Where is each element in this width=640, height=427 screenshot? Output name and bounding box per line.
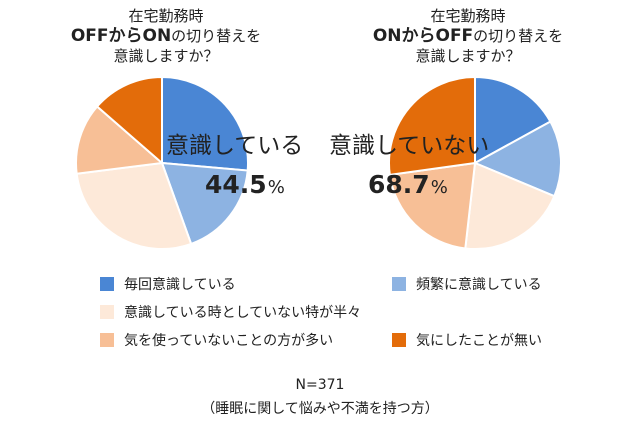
legend-item-half: 意識している時としていない特が半々: [100, 302, 361, 322]
left-highlight-unit: %: [267, 177, 285, 198]
legend-swatch: [100, 305, 114, 319]
legend-swatch: [100, 333, 114, 347]
right-title-line3: 意識しますか？: [415, 47, 521, 65]
right-highlight-number: 68.7: [368, 170, 430, 199]
left-title-line2: OFFからONの切り替えを: [36, 26, 296, 46]
left-pie-slice-mostly-not: [75, 105, 165, 175]
sample-note: （睡眠に関して悩みや不満を持つ方）: [201, 401, 439, 417]
legend-label: 気にしたことが無い: [416, 333, 542, 349]
right-pie-slice-frequently: [472, 120, 562, 198]
right-pie: [388, 75, 562, 250]
legend-label: 頻繁に意識している: [416, 277, 542, 293]
right-title-line2: ONからOFFの切り替えを: [338, 26, 598, 46]
legend-item-every-time: 毎回意識している: [100, 274, 236, 294]
legend-label: 毎回意識している: [124, 277, 236, 293]
left-pie-slice-never: [95, 75, 163, 166]
right-pie-slice-every-time: [474, 75, 552, 165]
right-title-bold: ONからOFF: [372, 26, 474, 46]
sample-size: N=371: [295, 377, 345, 393]
right-pie-slice-never: [388, 75, 476, 176]
legend-swatch: [100, 277, 114, 291]
right-highlight-label: 意識していない: [329, 133, 490, 159]
legend-swatch: [392, 333, 406, 347]
left-pie: [75, 75, 250, 250]
left-title-line3: 意識しますか？: [113, 47, 219, 65]
legend-swatch: [392, 277, 406, 291]
left-highlight-value: 44.5%: [205, 170, 285, 199]
left-highlight-label: 意識している: [166, 133, 304, 159]
right-pie-slice-half: [464, 161, 556, 250]
left-chart-title: 在宅勤務時 OFFからONの切り替えを 意識しますか？: [36, 6, 296, 66]
left-highlight-number: 44.5: [205, 170, 267, 199]
left-title-line1: 在宅勤務時: [128, 7, 204, 25]
left-pie-slice-half: [75, 161, 193, 250]
left-pie-slice-every-time: [161, 75, 250, 172]
right-chart-title: 在宅勤務時 ONからOFFの切り替えを 意識しますか？: [338, 6, 598, 66]
left-title-rest: の切り替えを: [171, 27, 262, 45]
right-highlight-unit: %: [430, 177, 448, 198]
legend-label: 気を使っていないことの方が多い: [124, 333, 334, 349]
right-highlight-value: 68.7%: [368, 170, 448, 199]
right-pie-slice-mostly-not: [388, 161, 477, 250]
legend-item-never: 気にしたことが無い: [392, 330, 542, 350]
left-title-bold: OFFからON: [70, 26, 172, 46]
legend-item-mostly-not: 気を使っていないことの方が多い: [100, 330, 333, 350]
left-pie-slice-frequently: [160, 161, 249, 246]
legend-item-frequently: 頻繁に意識している: [392, 274, 542, 294]
legend-label: 意識している時としていない特が半々: [124, 305, 362, 321]
right-title-line1: 在宅勤務時: [430, 7, 506, 25]
right-title-rest: の切り替えを: [473, 27, 564, 45]
